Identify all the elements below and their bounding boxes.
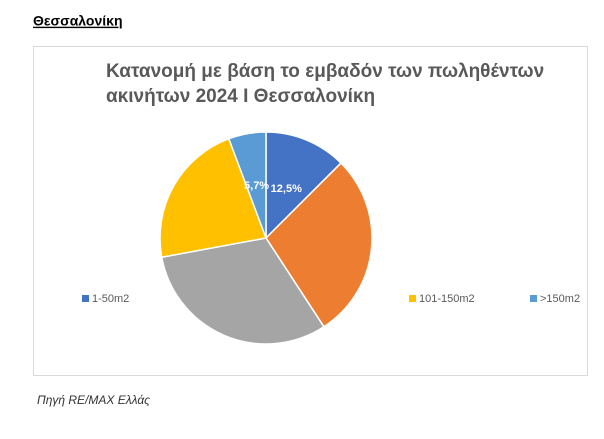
chart: Κατανομή με βάση το εμβαδόν των πωληθέντ… <box>82 61 580 345</box>
data-label: 12,5% <box>271 183 302 195</box>
chart-title: Κατανομή με βάση το εμβαδόν των πωληθέντ… <box>106 61 544 82</box>
legend-label: >150m2 <box>540 293 580 305</box>
legend-label: 1-50m2 <box>92 293 129 305</box>
pie-slice <box>160 237 325 345</box>
legend-label: 101-150m2 <box>419 293 475 305</box>
legend-swatch <box>409 295 416 302</box>
pie-slice <box>227 131 267 239</box>
data-label: 5,7% <box>244 180 269 192</box>
source: Πηγή RE/MAX Ελλάς <box>37 393 150 407</box>
pie-slice <box>265 131 343 240</box>
legend-swatch <box>530 295 537 302</box>
heading: Θεσσαλονίκη <box>33 13 123 29</box>
pie-slice <box>265 161 373 328</box>
legend-swatch <box>82 295 89 302</box>
chart-title: ακινήτων 2024 Ι Θεσσαλονίκη <box>106 86 375 107</box>
